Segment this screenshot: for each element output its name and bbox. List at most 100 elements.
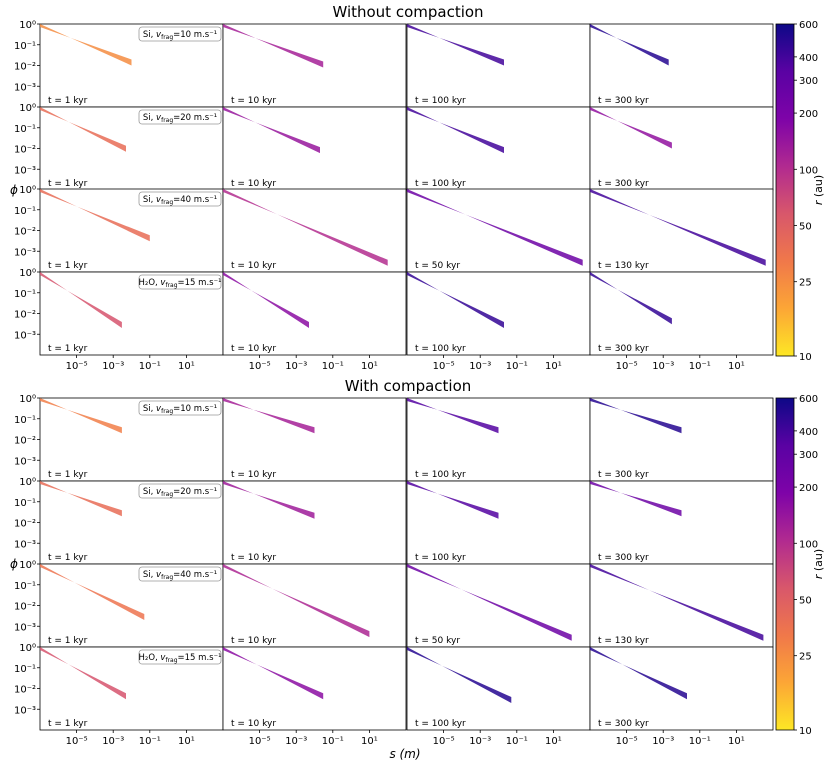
panel: t = 10 kyr (222, 397, 407, 482)
data-band (40, 107, 126, 152)
row-label: Si, vfrag=40 m.s⁻¹ (138, 191, 222, 207)
panel: t = 10 kyr (222, 23, 407, 108)
y-tick-label: 10⁰ (19, 268, 36, 279)
panel-frame (222, 397, 407, 482)
colorbar-tick-label: 25 (799, 652, 812, 663)
row-label-text: Si, vfrag=20 m.s⁻¹ (143, 113, 217, 124)
x-tick-label: 10⁻³ (469, 736, 491, 747)
x-ticks: 10⁻⁵ 10⁻³ 10⁻¹ 10¹ (616, 355, 745, 372)
section-with-compaction: With compaction t = 1 kyr 10⁰ 10⁻¹ 10⁻² 10⁻³… (10, 377, 825, 747)
x-tick-label: 10⁻⁵ (249, 361, 271, 372)
row-label-text: H₂O, vfrag=15 m.s⁻¹ (139, 653, 222, 664)
x-tick-label: 10⁻¹ (322, 361, 344, 372)
y-ticks: 10⁰ 10⁻¹ 10⁻² 10⁻³ (14, 185, 40, 258)
row-label-box (138, 649, 222, 665)
y-ticks: 10⁰ 10⁻¹ 10⁻² 10⁻³ (14, 560, 40, 633)
panel-frame (589, 397, 774, 482)
panel: t = 1 kyr 10⁰ 10⁻¹ 10⁻² 10⁻³ Si, vfrag=40 m.s… (14, 185, 224, 273)
y-axis-label: ϕ (10, 183, 18, 197)
data-band (223, 189, 388, 266)
x-tick-label: 10⁻⁵ (616, 361, 638, 372)
panel-time-label: t = 50 kyr (415, 261, 460, 271)
x-tick-label: 10⁻¹ (689, 736, 711, 747)
panel-frame (222, 23, 407, 108)
x-tick-label: 10¹ (728, 361, 745, 372)
panel: t = 1 kyr 10⁰ 10⁻¹ 10⁻² 10⁻³ Si, vfrag=40 m.s… (14, 560, 224, 648)
y-tick-label: 10⁻³ (14, 165, 36, 176)
panel-frame (589, 106, 774, 191)
x-tick-label: 10⁻³ (652, 361, 674, 372)
panel: t = 1 kyr 10⁰ 10⁻¹ 10⁻² 10⁻³ Si, vfrag=10 m.s… (14, 20, 224, 108)
row-label-box (138, 274, 222, 290)
panel: t = 10 kyr (222, 563, 407, 648)
panel-time-label: t = 100 kyr (415, 470, 466, 480)
x-tick-label: 10⁻⁵ (66, 736, 88, 747)
panel-time-label: t = 10 kyr (231, 179, 276, 189)
y-tick-label: 10⁻² (14, 310, 36, 321)
y-tick-label: 10⁻² (14, 519, 36, 530)
panel-time-label: t = 10 kyr (231, 719, 276, 729)
panel: t = 10 kyr 10⁻⁵ 10⁻³ 10⁻¹ 10¹ (222, 271, 407, 372)
panel: t = 1 kyr 10⁰ 10⁻¹ 10⁻² 10⁻³ Si, vfrag=10 m.s… (14, 394, 224, 482)
x-tick-label: 10⁻⁵ (249, 736, 271, 747)
x-tick-label: 10⁻¹ (322, 736, 344, 747)
y-tick-label: 10⁰ (19, 20, 36, 31)
y-tick-label: 10⁻³ (14, 247, 36, 258)
x-tick-label: 10⁻³ (652, 736, 674, 747)
colorbar-tick-label: 50 (799, 221, 812, 232)
panel-time-label: t = 10 kyr (231, 261, 276, 271)
y-ticks: 10⁰ 10⁻¹ 10⁻² 10⁻³ (14, 20, 40, 93)
panel: t = 10 kyr (222, 106, 407, 191)
panel-time-label: t = 300 kyr (598, 719, 649, 729)
x-ticks: 10⁻⁵ 10⁻³ 10⁻¹ 10¹ (433, 730, 562, 747)
x-tick-label: 10¹ (728, 736, 745, 747)
data-band (223, 564, 370, 638)
x-tick-label: 10¹ (361, 361, 378, 372)
panel: t = 1 kyr 10⁰ 10⁻¹ 10⁻² 10⁻³ Si, vfrag=20 m.s… (14, 477, 224, 565)
x-tick-label: 10⁻¹ (506, 361, 528, 372)
data-band (40, 272, 122, 328)
panel: t = 50 kyr (406, 563, 591, 648)
y-tick-label: 10⁻³ (14, 330, 36, 341)
panel: t = 100 kyr (406, 23, 591, 108)
y-tick-label: 10⁻³ (14, 82, 36, 93)
row-label-box (138, 109, 222, 125)
data-band (407, 189, 583, 266)
panel: t = 300 kyr (589, 480, 774, 565)
x-tick-label: 10⁻³ (102, 361, 124, 372)
row-label-box (138, 191, 222, 207)
panel-frame (222, 480, 407, 565)
colorbar-tick-label: 100 (799, 539, 818, 550)
panel: t = 300 kyr 10⁻⁵ 10⁻³ 10⁻¹ 10¹ (589, 271, 774, 372)
colorbar-tick-label: 50 (799, 595, 812, 606)
y-tick-label: 10⁻³ (14, 622, 36, 633)
y-ticks: 10⁰ 10⁻¹ 10⁻² 10⁻³ (14, 268, 40, 341)
panel: t = 50 kyr (406, 188, 591, 273)
panel-time-label: t = 10 kyr (231, 344, 276, 354)
panel-time-label: t = 1 kyr (48, 179, 88, 189)
panel-frame (406, 646, 591, 731)
x-ticks: 10⁻⁵ 10⁻³ 10⁻¹ 10¹ (249, 730, 378, 747)
data-band (407, 647, 512, 703)
data-band (590, 272, 672, 325)
panel: t = 1 kyr 10⁰ 10⁻¹ 10⁻² 10⁻³ H₂O, vfrag=15 m.… (14, 643, 224, 747)
panel-time-label: t = 10 kyr (231, 470, 276, 480)
data-band (407, 107, 504, 154)
panel: t = 130 kyr (589, 563, 774, 648)
panel-time-label: t = 10 kyr (231, 636, 276, 646)
panel: t = 100 kyr 10⁻⁵ 10⁻³ 10⁻¹ 10¹ (406, 646, 591, 747)
panel-frame (222, 271, 407, 356)
y-tick-label: 10⁻² (14, 227, 36, 238)
colorbar-tick-label: 25 (799, 278, 812, 289)
data-band (40, 189, 150, 242)
x-tick-label: 10⁻⁵ (433, 361, 455, 372)
data-band (223, 481, 315, 519)
colorbar: 600 400 300 200 100 50 25 10 r (au) (775, 394, 825, 737)
y-tick-label: 10⁻¹ (14, 415, 36, 426)
panel: t = 100 kyr 10⁻⁵ 10⁻³ 10⁻¹ 10¹ (406, 271, 591, 372)
x-tick-label: 10⁻⁵ (433, 736, 455, 747)
data-band (590, 189, 766, 266)
panel-time-label: t = 1 kyr (48, 96, 88, 106)
panel-time-label: t = 100 kyr (415, 553, 466, 563)
